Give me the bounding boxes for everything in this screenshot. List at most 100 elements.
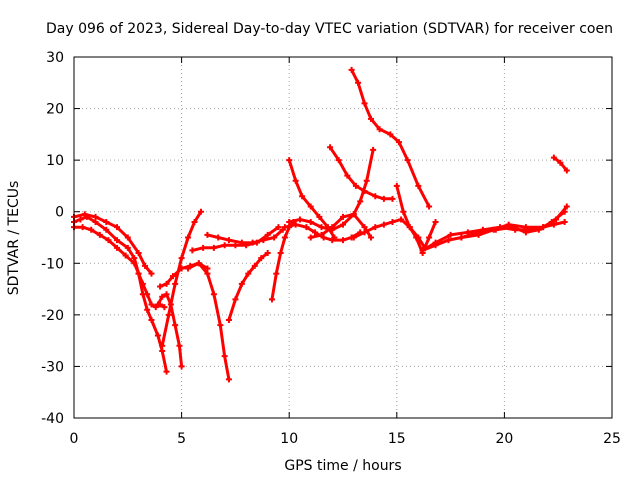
- data-point: [215, 234, 222, 241]
- data-point: [77, 216, 84, 223]
- data-point: [154, 332, 161, 339]
- series-arc-22: [458, 203, 570, 241]
- data-point: [367, 234, 374, 241]
- data-point: [413, 234, 420, 241]
- data-point: [350, 211, 357, 218]
- data-point: [144, 291, 151, 298]
- data-point: [238, 280, 245, 287]
- x-tick-label: 15: [388, 431, 406, 447]
- data-point: [191, 219, 198, 226]
- data-point: [157, 283, 164, 290]
- data-point: [372, 193, 379, 200]
- data-point: [221, 242, 228, 249]
- series-line: [186, 261, 231, 381]
- data-point: [204, 265, 211, 272]
- grid-lines: [74, 57, 612, 418]
- data-point: [286, 157, 293, 164]
- data-point: [225, 237, 232, 244]
- data-point: [389, 219, 396, 226]
- data-point: [372, 224, 379, 231]
- x-tick-label: 25: [603, 431, 621, 447]
- data-point: [225, 376, 232, 383]
- data-point: [251, 262, 258, 269]
- series-arc-1: [71, 213, 170, 375]
- data-point: [96, 231, 103, 238]
- data-point: [361, 100, 368, 107]
- series-arc-17: [348, 66, 433, 210]
- data-point: [124, 244, 131, 251]
- data-point: [131, 260, 138, 267]
- data-point: [292, 221, 299, 228]
- data-point: [393, 182, 400, 189]
- data-point: [197, 208, 204, 215]
- data-point: [363, 177, 370, 184]
- data-point: [327, 144, 334, 151]
- data-point: [163, 368, 170, 375]
- series-arc-15: [307, 211, 374, 241]
- data-point: [135, 249, 142, 256]
- data-point: [357, 198, 364, 205]
- series-arc-4: [157, 260, 211, 290]
- data-point: [561, 219, 568, 226]
- data-point: [286, 219, 293, 226]
- series-arc-6: [159, 208, 204, 349]
- series-arc-10: [225, 249, 271, 324]
- data-point: [204, 270, 211, 277]
- data-point: [245, 270, 252, 277]
- data-point: [277, 249, 284, 256]
- data-point: [178, 255, 185, 262]
- chart-title: Day 096 of 2023, Sidereal Day-to-day VTE…: [46, 21, 613, 37]
- data-point: [292, 177, 299, 184]
- data-point: [312, 229, 319, 236]
- data-point: [103, 219, 110, 226]
- data-point: [114, 244, 121, 251]
- x-tick-label: 10: [280, 431, 298, 447]
- data-point: [253, 239, 260, 246]
- data-point: [307, 219, 314, 226]
- data-point: [361, 188, 368, 195]
- data-point: [154, 301, 161, 308]
- data-point: [275, 224, 282, 231]
- data-point: [316, 213, 323, 220]
- data-point: [406, 224, 413, 231]
- data-point: [79, 224, 86, 231]
- data-point: [563, 203, 570, 210]
- data-point: [161, 304, 168, 311]
- data-point: [355, 79, 362, 86]
- data-point: [550, 154, 557, 161]
- series-arc-16: [327, 144, 396, 202]
- data-point: [352, 182, 359, 189]
- data-point: [232, 242, 239, 249]
- data-point: [243, 242, 250, 249]
- data-point: [505, 221, 512, 228]
- data-point: [370, 146, 377, 153]
- data-point: [376, 126, 383, 133]
- data-point: [210, 291, 217, 298]
- data-point: [88, 226, 95, 233]
- data-point: [557, 159, 564, 166]
- data-point: [264, 231, 271, 238]
- data-point: [348, 66, 355, 73]
- data-point: [563, 167, 570, 174]
- data-point: [163, 291, 170, 298]
- data-point: [307, 203, 314, 210]
- series-arc-7: [185, 260, 232, 383]
- data-point: [395, 139, 402, 146]
- data-point: [139, 280, 146, 287]
- data-point: [340, 237, 346, 244]
- data-point: [114, 237, 121, 244]
- data-point: [432, 219, 439, 226]
- data-point: [176, 342, 183, 349]
- y-tick-label: -30: [41, 359, 64, 375]
- data-point: [200, 244, 207, 251]
- data-point: [135, 270, 142, 277]
- data-point: [210, 244, 217, 251]
- data-point: [367, 115, 374, 122]
- data-point: [445, 237, 452, 244]
- data-point: [553, 216, 560, 223]
- data-point: [490, 226, 497, 233]
- data-point: [404, 157, 411, 164]
- data-point: [426, 234, 433, 241]
- data-point: [415, 182, 422, 189]
